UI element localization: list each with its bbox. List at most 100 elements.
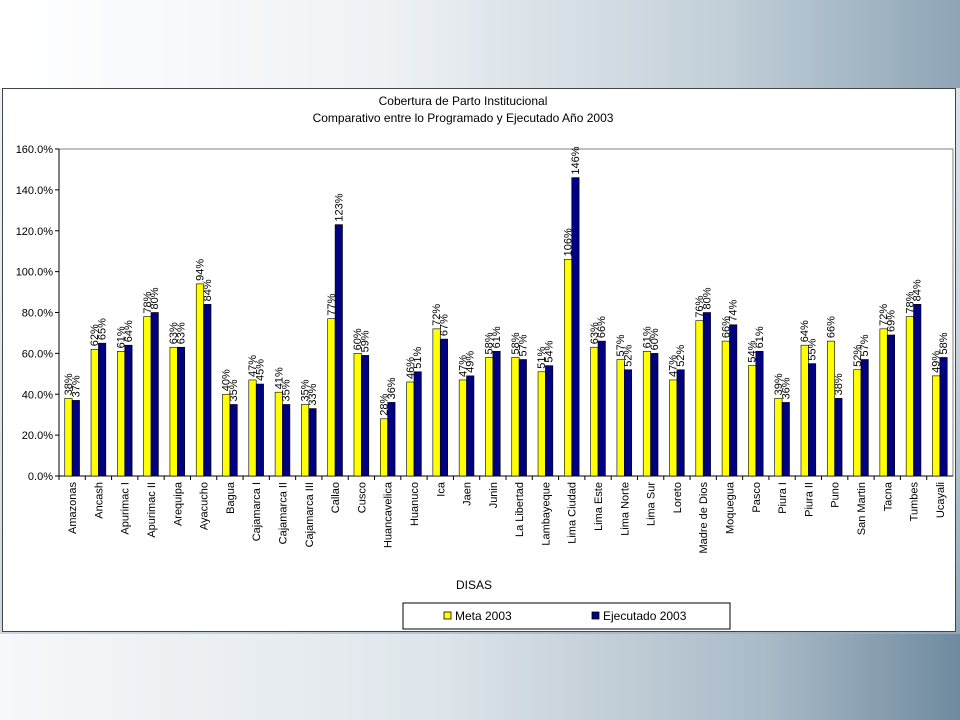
slide-header-band <box>0 0 960 88</box>
data-label-meta: 62% <box>89 324 101 346</box>
y-tick-label: 160.0% <box>16 144 54 156</box>
bar-ejecutado <box>676 369 685 477</box>
data-label-ejecutado: 49% <box>465 351 477 373</box>
data-label-ejecutado: 61% <box>754 326 766 348</box>
data-label-meta: 64% <box>799 320 811 342</box>
y-tick-label: 40.0% <box>22 389 53 401</box>
bar-ejecutado <box>203 304 212 477</box>
bar-meta <box>616 359 625 477</box>
data-label-ejecutado: 69% <box>885 310 897 332</box>
chart-container: Cobertura de Parto Institucional Compara… <box>2 88 956 632</box>
bar-ejecutado <box>466 375 475 477</box>
x-tick-label: Amazonas <box>67 482 79 534</box>
x-tick-label: Lima Este <box>593 482 605 531</box>
x-tick-label: Lima Ciudad <box>567 482 579 544</box>
bar-meta <box>721 340 730 477</box>
chart-legend: Meta 2003 Ejecutado 2003 <box>402 602 731 630</box>
data-label-ejecutado: 61% <box>491 326 503 348</box>
legend-label-ejecutado: Ejecutado 2003 <box>603 609 687 623</box>
x-tick-label: Ica <box>435 481 447 497</box>
x-tick-label: San Martin <box>856 482 868 535</box>
bar-meta <box>642 351 651 477</box>
bar-ejecutado <box>492 351 501 477</box>
legend-swatch-ejecutado <box>591 611 600 620</box>
data-label-ejecutado: 55% <box>807 338 819 360</box>
bar-meta <box>458 379 467 477</box>
data-label-ejecutado: 80% <box>149 287 161 309</box>
data-label-meta: 61% <box>116 326 128 348</box>
data-label-ejecutado: 65% <box>97 318 109 340</box>
bar-ejecutado <box>255 383 264 477</box>
bar-meta <box>274 391 283 477</box>
x-tick-label: Huanuco <box>409 482 421 526</box>
bar-meta <box>879 328 888 477</box>
chart-title: Cobertura de Parto Institucional <box>379 94 548 108</box>
bar-ejecutado <box>729 324 738 477</box>
x-tick-label: Lima Sur <box>646 482 658 526</box>
bar-ejecutado <box>939 357 948 477</box>
y-tick-label: 20.0% <box>22 430 53 442</box>
bar-meta <box>301 404 310 477</box>
data-label-ejecutado: 52% <box>675 344 687 366</box>
x-tick-label: Loreto <box>672 482 684 513</box>
bar-meta <box>353 353 362 477</box>
data-label-meta: 41% <box>273 367 285 389</box>
x-tick-label: Junin <box>488 482 500 508</box>
bar-meta <box>195 283 204 477</box>
data-label-ejecutado: 80% <box>701 287 713 309</box>
bar-meta <box>222 393 231 477</box>
bar-meta <box>90 348 99 477</box>
data-label-meta: 72% <box>431 304 443 326</box>
y-tick-label: 80.0% <box>22 308 53 320</box>
bar-meta <box>537 371 546 477</box>
y-tick-label: 60.0% <box>22 348 53 360</box>
bar-ejecutado <box>597 340 606 477</box>
data-label-meta: 94% <box>194 259 206 281</box>
slide-footer-band <box>0 634 960 720</box>
data-label-meta: 63% <box>168 322 180 344</box>
x-tick-label: Moquegua <box>725 481 737 534</box>
y-tick-label: 140.0% <box>16 185 54 197</box>
data-label-meta: 66% <box>825 316 837 338</box>
x-tick-label: Arequipa <box>172 481 184 526</box>
y-tick-label: 0.0% <box>28 471 53 483</box>
x-tick-label: Madre de Dios <box>698 482 710 554</box>
bar-meta <box>485 357 494 477</box>
bar-meta <box>432 328 441 477</box>
bar-ejecutado <box>834 398 843 477</box>
data-label-meta: 47% <box>247 355 259 377</box>
bar-meta <box>248 379 257 477</box>
data-label-ejecutado: 36% <box>386 377 398 399</box>
bar-meta <box>143 316 152 477</box>
x-tick-label: Bagua <box>225 481 237 514</box>
data-label-ejecutado: 84% <box>202 279 214 301</box>
bar-chart: Cobertura de Parto Institucional Compara… <box>16 94 954 630</box>
bar-ejecutado <box>71 400 80 477</box>
data-label-ejecutado: 35% <box>281 379 293 401</box>
data-label-meta: 47% <box>457 355 469 377</box>
bar-ejecutado <box>518 359 527 477</box>
data-label-ejecutado: 57% <box>517 334 529 356</box>
bar-ejecutado <box>98 342 107 477</box>
data-label-meta: 35% <box>300 379 312 401</box>
bar-meta <box>169 346 178 477</box>
bar-meta <box>564 259 573 477</box>
data-label-meta: 51% <box>536 347 548 369</box>
data-label-ejecutado: 58% <box>938 332 950 354</box>
x-tick-label: Tumbes <box>909 482 921 522</box>
x-tick-label: Apurimac I <box>120 482 132 535</box>
bar-ejecutado <box>229 404 238 477</box>
x-tick-label: Ancash <box>93 482 105 519</box>
data-label-ejecutado: 52% <box>623 344 635 366</box>
x-tick-label: Tacna <box>882 481 894 511</box>
data-label-ejecutado: 45% <box>254 359 266 381</box>
data-label-ejecutado: 57% <box>859 334 871 356</box>
bar-meta <box>695 320 704 477</box>
x-tick-label: Jaen <box>462 482 474 506</box>
bar-ejecutado <box>124 344 133 477</box>
data-label-ejecutado: 63% <box>176 322 188 344</box>
x-tick-label: Callao <box>330 482 342 513</box>
data-label-meta: 76% <box>694 295 706 317</box>
data-label-meta: 38% <box>63 373 75 395</box>
bar-ejecutado <box>387 402 396 477</box>
